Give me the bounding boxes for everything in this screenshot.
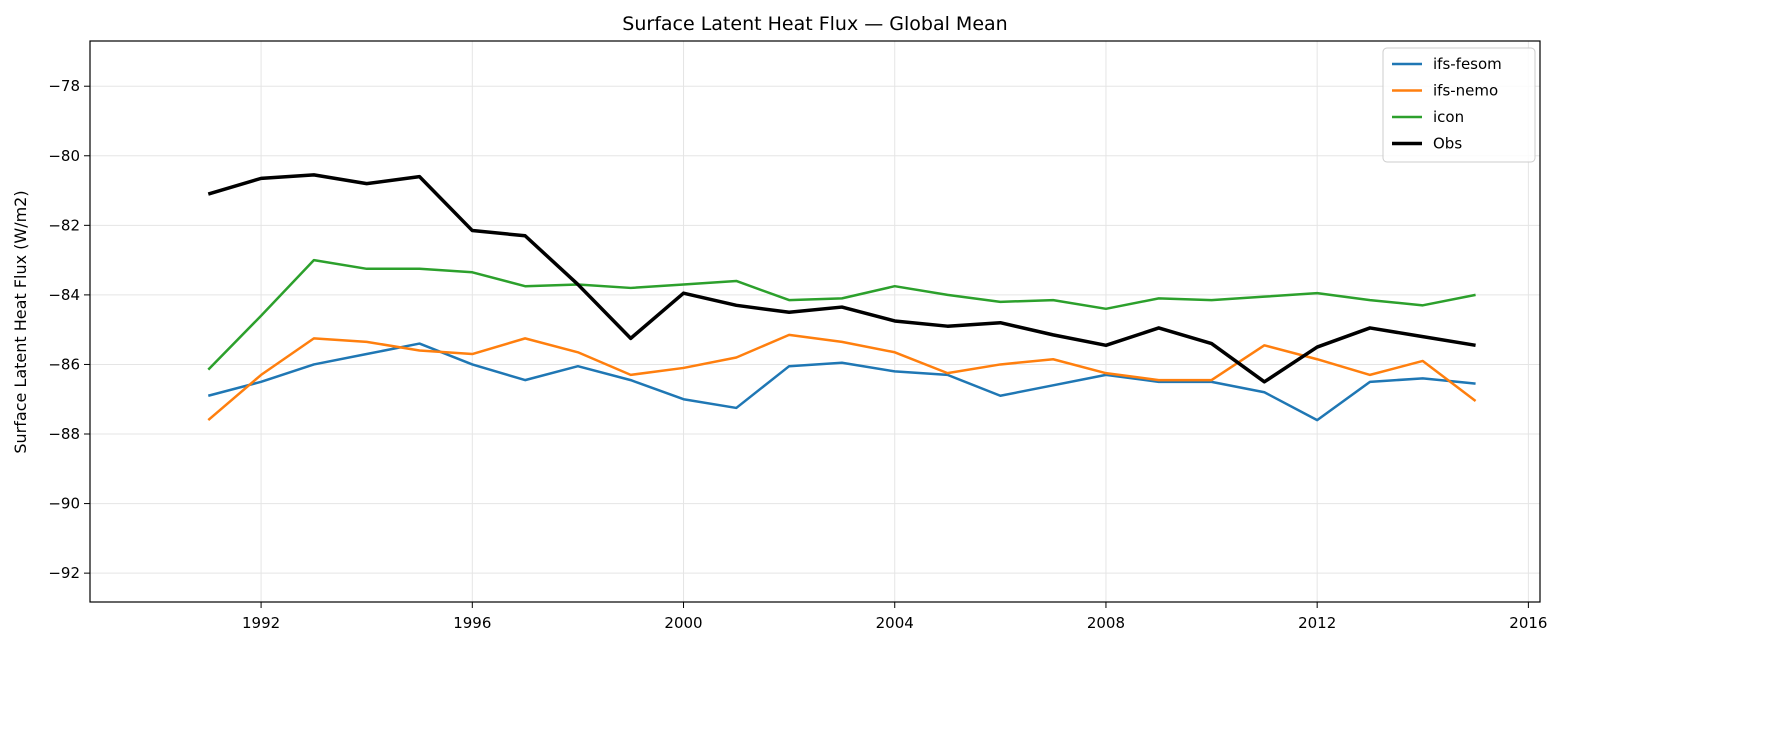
x-tick-label: 1996 — [453, 614, 491, 632]
y-axis: −78 −80 −82 −84 −86 −88 −90 −92 — [48, 77, 90, 582]
x-tick-label: 2008 — [1087, 614, 1125, 632]
legend-label-ifs-fesom: ifs-fesom — [1433, 55, 1502, 73]
y-tick-label: −80 — [48, 147, 80, 165]
x-tick-label: 2016 — [1509, 614, 1547, 632]
series-line-obs — [207, 173, 1476, 384]
series-line-icon — [207, 258, 1476, 371]
y-tick-label: −92 — [48, 564, 80, 582]
y-tick-label: −82 — [48, 216, 80, 234]
legend-box — [1382, 47, 1536, 163]
y-tick-label: −86 — [48, 355, 80, 373]
series-line-ifs-fesom — [207, 342, 1476, 422]
y-axis-label: Surface Latent Heat Flux (W/m2) — [11, 190, 30, 453]
legend-label-obs: Obs — [1433, 135, 1462, 153]
plot-frame — [89, 40, 1541, 603]
legend-label-icon: icon — [1433, 108, 1464, 126]
y-tick-label: −84 — [48, 286, 80, 304]
chart-title: Surface Latent Heat Flux — Global Mean — [622, 13, 1007, 35]
x-tick-label: 2004 — [876, 614, 914, 632]
y-tick-label: −88 — [48, 425, 80, 443]
x-tick-label: 2012 — [1298, 614, 1336, 632]
series-lines — [207, 173, 1477, 422]
y-tick-label: −78 — [48, 77, 80, 95]
series-line-ifs-nemo — [207, 333, 1477, 422]
legend-label-ifs-nemo: ifs-nemo — [1433, 82, 1498, 100]
legend: ifs-fesom ifs-nemo icon Obs — [1382, 47, 1536, 163]
y-tick-label: −90 — [48, 495, 80, 513]
grid — [90, 41, 1540, 602]
x-axis: 1992 1996 2000 2004 2008 2012 2016 — [242, 602, 1547, 632]
x-tick-label: 2000 — [664, 614, 702, 632]
x-tick-label: 1992 — [242, 614, 280, 632]
